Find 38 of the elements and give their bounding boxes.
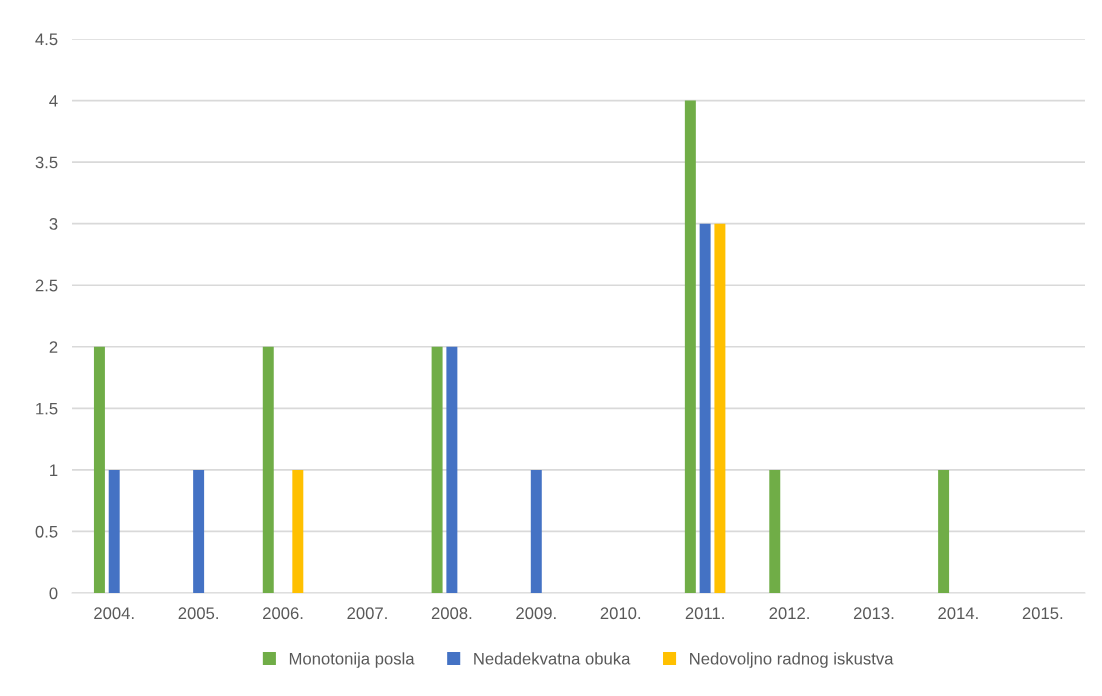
x-tick-label: 2007. [347,607,387,620]
y-tick-label: 4 [49,95,58,107]
bar [446,346,458,593]
x-tick-label: 2013. [853,607,894,620]
bar [684,100,696,593]
bar [292,469,304,593]
x-tick-label: 2009. [516,607,556,620]
bar [262,346,274,593]
x-tick-label: 2014. [938,607,978,620]
x-tick-label: 2012. [769,607,809,620]
bar [93,346,105,593]
legend-label: Monotonija posla [289,652,415,668]
y-tick-label: 2.5 [35,279,58,292]
bar [938,469,950,593]
legend-label: Nedadekvatna obuka [474,652,631,665]
bar [108,469,120,593]
bar [699,223,711,593]
bar [193,469,205,593]
y-tick-label: 3 [49,218,58,230]
bar [714,223,726,593]
bar [530,469,542,593]
bar [769,469,781,593]
bar [431,346,443,593]
y-tick-label: 0.5 [35,525,58,538]
y-tick-label: 1 [50,464,58,476]
y-tick-label: 3.5 [35,156,58,169]
legend-label: Nedovoljno radnog iskustva [690,652,894,668]
x-tick-label: 2005. [178,607,218,620]
x-tick-label: 2008. [431,607,472,620]
x-tick-label: 2015. [1022,607,1063,620]
y-tick-label: 1.5 [36,402,58,415]
x-tick-label: 2011. [685,607,724,620]
x-tick-label: 2010. [600,607,641,620]
y-tick-label: 0 [49,587,58,600]
x-tick-label: 2004. [94,607,134,620]
y-tick-label: 2 [49,341,58,353]
x-tick-label: 2006. [263,607,303,620]
y-tick-label: 4.5 [35,33,58,46]
